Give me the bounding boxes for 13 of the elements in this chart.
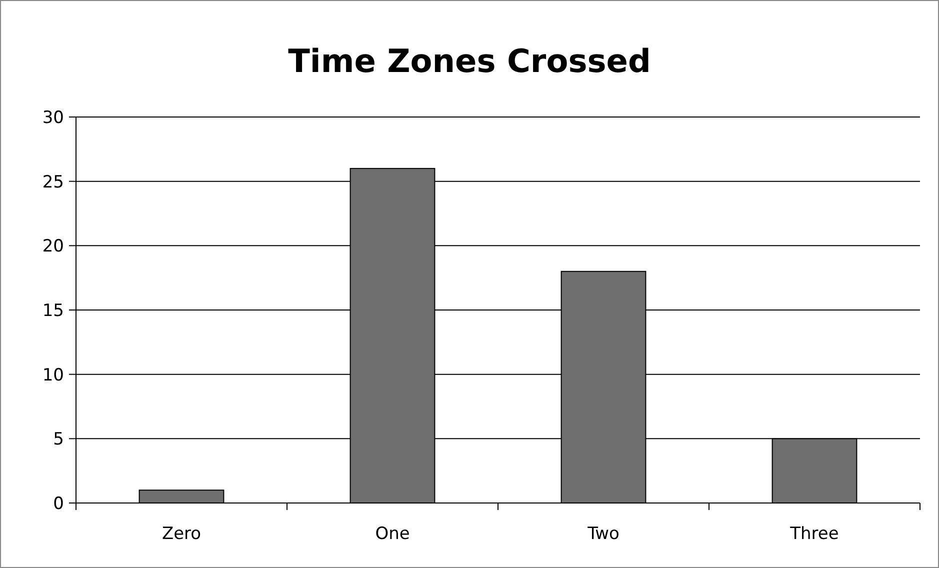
y-tick-label: 10 <box>42 365 64 386</box>
x-tick-label: Three <box>789 524 839 544</box>
x-tick-label: Zero <box>162 524 202 544</box>
x-tick-label: One <box>375 524 410 544</box>
y-tick-label: 25 <box>42 172 64 192</box>
y-tick-label: 15 <box>42 300 64 321</box>
y-tick-label: 5 <box>53 430 64 450</box>
y-tick-label: 0 <box>53 494 64 514</box>
y-tick-label: 20 <box>42 236 64 257</box>
y-tick-label: 30 <box>42 108 64 128</box>
bar <box>138 490 224 504</box>
x-tick-label: Two <box>586 524 620 544</box>
chart-title: Time Zones Crossed <box>288 42 651 80</box>
